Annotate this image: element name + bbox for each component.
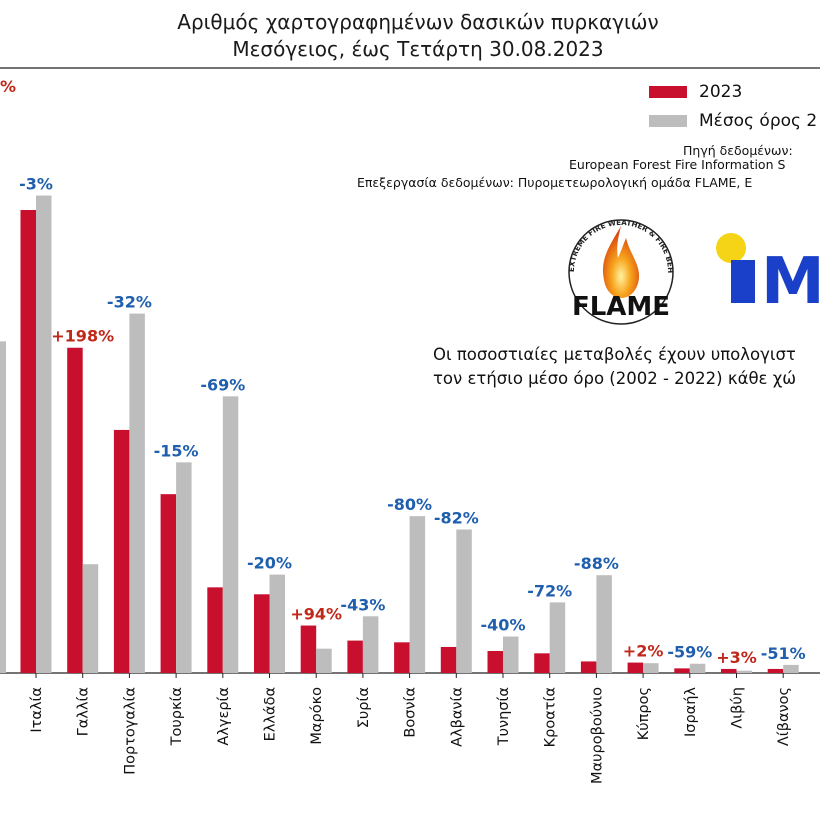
legend-swatch-average xyxy=(649,115,687,127)
change-label: +2% xyxy=(623,642,664,661)
change-label: -88% xyxy=(574,554,619,573)
bar-average xyxy=(783,664,799,673)
note-line-2: τον ετήσιο μέσο όρο (2002 - 2022) κάθε χ… xyxy=(433,369,797,388)
bar-2023 xyxy=(113,429,130,673)
bar-average xyxy=(409,516,426,673)
x-tick-label: Αλγερία xyxy=(216,687,232,746)
x-tick-label: Τουρκία xyxy=(169,687,185,746)
x-tick-label: Βοσνία xyxy=(403,687,419,738)
bar-average xyxy=(316,648,332,673)
bar-average xyxy=(82,564,99,673)
change-label: -20% xyxy=(247,554,292,573)
bar-average xyxy=(643,663,659,673)
bar-2023 xyxy=(534,653,550,673)
bar-2023 xyxy=(20,210,36,673)
legend-label-2023: 2023 xyxy=(699,82,743,102)
change-label: -51% xyxy=(761,644,806,663)
bar-average xyxy=(222,396,239,673)
source-label: Πηγή δεδομένων: xyxy=(683,143,793,158)
change-label: -32% xyxy=(107,293,152,312)
bar-average xyxy=(456,529,472,673)
bar-2023 xyxy=(627,662,644,673)
bar-average xyxy=(362,616,379,673)
bar-average xyxy=(503,636,519,673)
bar-average xyxy=(36,195,52,673)
legend-swatch-2023 xyxy=(649,86,687,98)
change-label: -82% xyxy=(434,508,479,527)
change-label: +94% xyxy=(290,605,342,624)
bar-2023 xyxy=(254,594,270,673)
change-label: -15% xyxy=(154,441,199,460)
bar-2023 xyxy=(767,668,784,673)
change-label: -80% xyxy=(387,495,432,514)
x-tick-label: Πορτογαλία xyxy=(122,687,138,775)
x-tick-label: Μαυροβούνιο xyxy=(589,687,605,784)
change-label: -43% xyxy=(340,595,385,614)
legend-label-average: Μέσος όρος 2 xyxy=(699,111,818,131)
bar-2023 xyxy=(347,640,363,673)
bar-average xyxy=(269,574,285,673)
x-tick-label: Ελλάδα xyxy=(263,687,279,741)
bar-2023 xyxy=(487,651,503,673)
x-tick-label: Κύπρος xyxy=(636,687,652,740)
bar-2023 xyxy=(674,668,690,673)
bar-2023 xyxy=(580,661,597,673)
meteo-logo-text: M xyxy=(761,245,820,310)
bar-average-clipped xyxy=(0,341,6,673)
change-label: -72% xyxy=(527,581,572,600)
bar-average xyxy=(596,575,612,673)
bar-average xyxy=(736,670,752,673)
x-tick-label: Κροατία xyxy=(543,687,559,747)
meteo-logo: M xyxy=(716,233,820,310)
bar-2023 xyxy=(300,625,317,673)
change-label-clipped: % xyxy=(0,77,16,96)
bar-2023 xyxy=(394,642,410,673)
change-label: -40% xyxy=(481,616,526,635)
x-tick-label: Γαλλία xyxy=(76,687,92,736)
source-name: European Forest Fire Information S xyxy=(569,157,786,172)
bar-average xyxy=(129,313,145,673)
bar-2023 xyxy=(440,646,457,673)
bar-average xyxy=(549,602,566,673)
note-line-1: Οι ποσοστιαίες μεταβολές έχουν υπολογιστ xyxy=(433,345,796,364)
bar-average xyxy=(176,462,192,673)
processing-credit: Επεξεργασία δεδομένων: Πυρομετεωρολογική… xyxy=(357,175,753,190)
bar-2023 xyxy=(207,587,223,673)
change-label: -3% xyxy=(19,175,53,194)
change-label: +3% xyxy=(716,648,757,667)
change-label: -69% xyxy=(200,375,245,394)
bar-2023 xyxy=(721,668,737,673)
flame-logo: EXTREME FIRE WEATHER & FIRE BEHAVIOUR FL… xyxy=(560,208,675,325)
bar-2023 xyxy=(67,347,83,673)
chart-title-line-2: Μεσόγειος, έως Τετάρτη 30.08.2023 xyxy=(232,37,604,61)
bar-average xyxy=(689,663,706,673)
x-tick-label: Ισραήλ xyxy=(683,687,699,737)
x-tick-label: Λίβανος xyxy=(776,687,792,746)
change-label: -59% xyxy=(667,643,712,662)
x-tick-label: Μαρόκο xyxy=(309,687,325,745)
x-tick-label: Τυνησία xyxy=(496,687,512,746)
change-label: +198% xyxy=(51,327,114,346)
x-tick-label: Ιταλία xyxy=(29,687,45,733)
flame-logo-text: FLAME xyxy=(572,292,670,322)
chart-title-line-1: Αριθμός χαρτογραφημένων δασικών πυρκαγιώ… xyxy=(177,10,659,34)
x-tick-label: Λιβύη xyxy=(730,687,746,729)
bar-2023 xyxy=(160,494,177,673)
x-tick-label: Αλβανία xyxy=(449,687,465,747)
x-tick-label: Συρία xyxy=(356,687,372,728)
